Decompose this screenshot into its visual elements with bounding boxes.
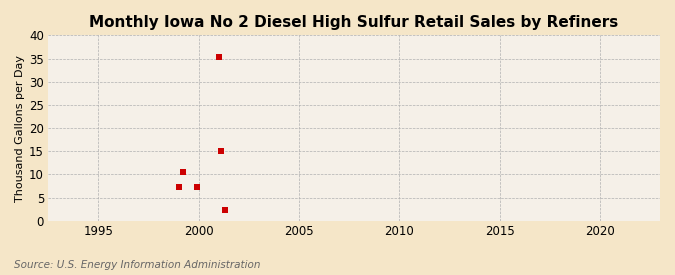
Title: Monthly Iowa No 2 Diesel High Sulfur Retail Sales by Refiners: Monthly Iowa No 2 Diesel High Sulfur Ret… <box>90 15 619 30</box>
Y-axis label: Thousand Gallons per Day: Thousand Gallons per Day <box>15 54 25 202</box>
Text: Source: U.S. Energy Information Administration: Source: U.S. Energy Information Administ… <box>14 260 260 270</box>
